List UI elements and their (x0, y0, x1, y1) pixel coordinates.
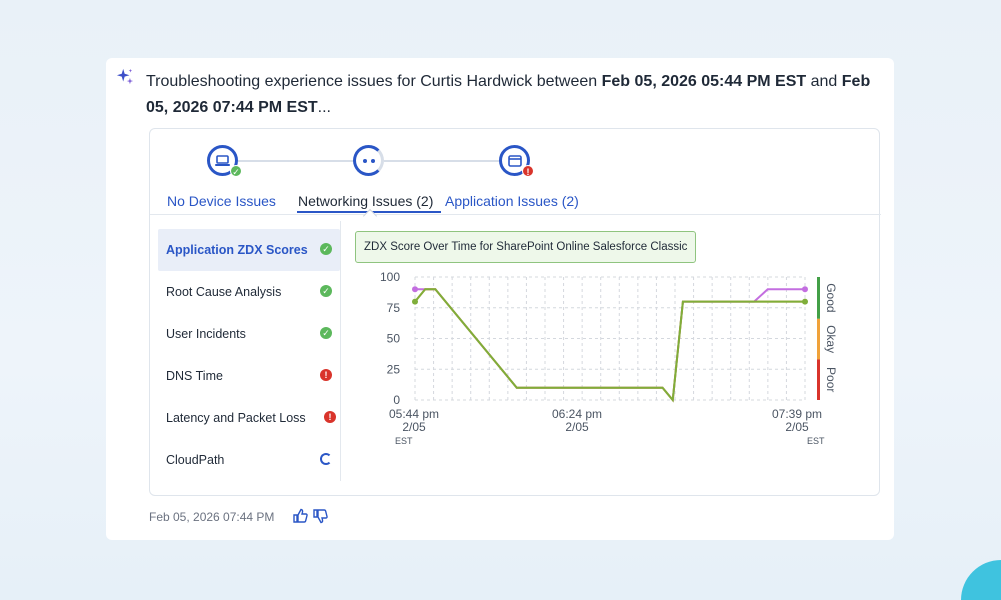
score-zone-bar (817, 277, 820, 319)
thumbs-down-icon[interactable] (312, 508, 328, 524)
headline-ellipsis: ... (317, 99, 331, 116)
series-line (415, 288, 805, 403)
browser-window-icon (507, 154, 522, 167)
check-loading-icon (320, 453, 332, 465)
check-ok-icon: ✓ (320, 243, 332, 255)
check-ok-icon: ✓ (320, 285, 332, 297)
y-tick-label: 25 (387, 362, 401, 376)
series-point (412, 298, 418, 305)
x-tick-date: 2/05 (565, 420, 589, 434)
laptop-icon (215, 154, 230, 166)
assistant-message-card: Troubleshooting experience issues for Cu… (106, 58, 894, 540)
chart-title: ZDX Score Over Time for SharePoint Onlin… (355, 231, 697, 263)
score-zone-bar (817, 318, 820, 360)
timezone-label: EST (807, 436, 825, 446)
series-line (414, 288, 805, 403)
score-zone-bar (817, 359, 820, 400)
score-zone-label: Good (824, 283, 838, 312)
headline-conjunction: and (806, 73, 842, 90)
x-tick-time: 07:39 pm (772, 407, 822, 421)
x-tick-time: 06:24 pm (552, 407, 602, 421)
step-device[interactable]: ✓ (207, 145, 242, 177)
series-line (414, 288, 805, 403)
timezone-label: EST (395, 436, 413, 446)
check-error-icon: ! (324, 411, 336, 423)
stepper-connector (384, 160, 500, 162)
y-tick-label: 100 (380, 270, 400, 284)
check-item-latency-packet-loss[interactable]: Latency and Packet Loss ! (158, 397, 340, 439)
check-item-label: Application ZDX Scores (166, 243, 308, 257)
series-point (412, 286, 418, 293)
x-tick-time: 05:44 pm (389, 407, 439, 421)
check-item-dns-time[interactable]: DNS Time ! (158, 355, 340, 397)
check-list: Application ZDX Scores ✓ Root Cause Anal… (158, 229, 340, 481)
score-zone-label: Poor (824, 367, 838, 392)
check-item-user-incidents[interactable]: User Incidents ✓ (158, 313, 340, 355)
tab-application-issues[interactable]: Application Issues (2) (445, 193, 579, 209)
y-tick-label: 0 (393, 393, 400, 407)
check-item-label: Latency and Packet Loss (166, 411, 306, 425)
troubleshooting-headline: Troubleshooting experience issues for Cu… (146, 69, 886, 121)
headline-prefix: Troubleshooting experience issues for Cu… (146, 73, 602, 90)
check-item-root-cause-analysis[interactable]: Root Cause Analysis ✓ (158, 271, 340, 313)
diagnostics-panel: ✓ ! No Device Issues Networking Issues (… (149, 128, 881, 496)
loading-icon (362, 158, 375, 163)
headline-end-time: Feb 05, 2026 07:44 PM EST (146, 73, 871, 116)
score-zone-label: Okay (824, 325, 838, 353)
check-error-icon: ! (320, 369, 332, 381)
x-tick-date: 2/05 (785, 420, 809, 434)
corner-accent (961, 560, 1001, 600)
headline-start-time: Feb 05, 2026 05:44 PM EST (601, 73, 807, 90)
step-networking[interactable] (353, 145, 384, 176)
check-item-label: Root Cause Analysis (166, 285, 282, 299)
series-point (802, 286, 808, 293)
y-tick-label: 75 (387, 301, 401, 315)
step-error-icon: ! (522, 165, 534, 177)
ai-sparkle-icon (116, 68, 134, 85)
issue-tabs: No Device Issues Networking Issues (2) A… (150, 187, 881, 215)
step-ok-icon: ✓ (230, 165, 242, 177)
step-application[interactable]: ! (499, 145, 534, 177)
x-tick-date: 2/05 (402, 420, 426, 434)
panel-divider (340, 221, 341, 481)
diagnostic-stepper: ✓ ! (150, 129, 881, 209)
check-item-label: User Incidents (166, 327, 246, 341)
message-timestamp: Feb 05, 2026 07:44 PM (149, 510, 275, 524)
check-ok-icon: ✓ (320, 327, 332, 339)
check-item-label: CloudPath (166, 453, 225, 467)
tab-device-issues[interactable]: No Device Issues (167, 193, 276, 209)
check-item-cloudpath[interactable]: CloudPath (158, 439, 340, 481)
series-point (802, 298, 808, 305)
check-item-label: DNS Time (166, 369, 223, 383)
y-tick-label: 50 (387, 332, 401, 346)
check-item-application-zdx-scores[interactable]: Application ZDX Scores ✓ (158, 229, 340, 271)
thumbs-up-icon[interactable] (292, 508, 308, 524)
tab-networking-issues[interactable]: Networking Issues (2) (298, 193, 434, 209)
stepper-connector (238, 160, 354, 162)
